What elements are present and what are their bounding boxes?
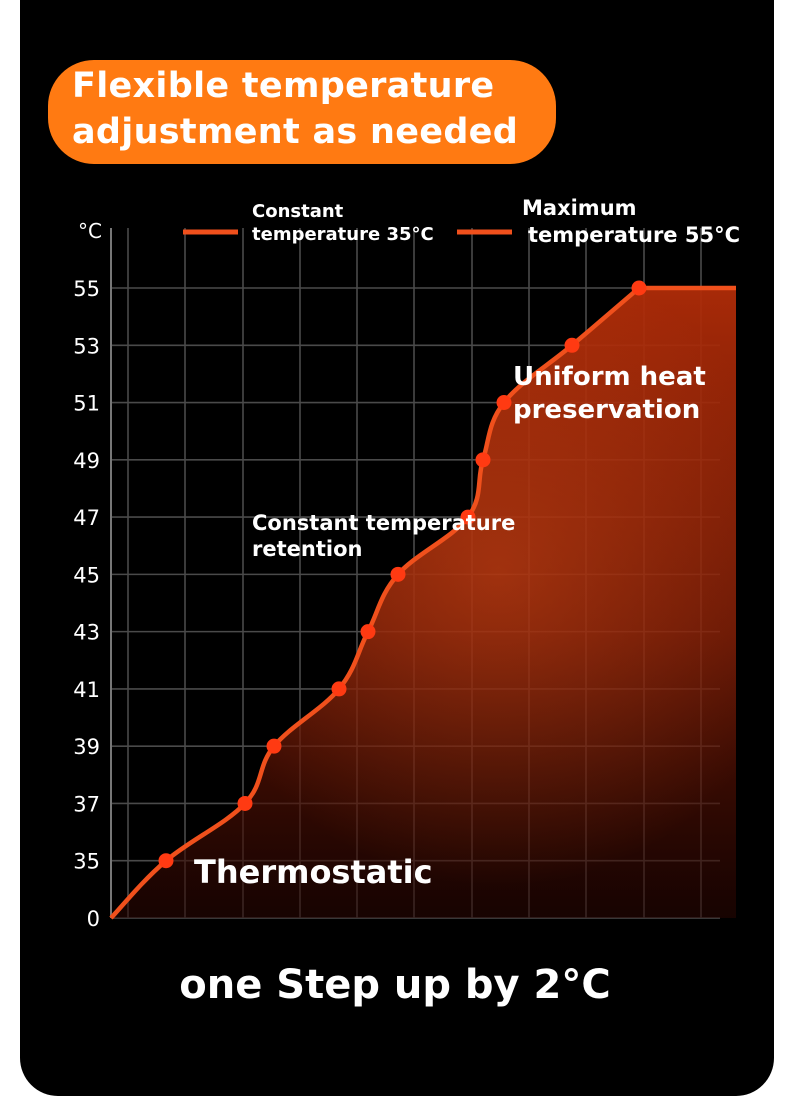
legend-label-line2: temperature 55°C [528, 223, 740, 248]
y-tick-label: 41 [73, 678, 100, 702]
data-point [237, 795, 253, 811]
y-tick-label: 35 [73, 850, 100, 874]
annotation-uniform-line2: preservation [513, 394, 701, 425]
y-tick-label: 55 [73, 277, 100, 301]
title-line-2: adjustment as needed [72, 112, 519, 152]
footer-caption: one Step up by 2°C [179, 962, 611, 1008]
data-point [158, 853, 174, 869]
y-tick-label: 51 [73, 392, 100, 416]
annotation-uniform-line1: Uniform heat [513, 362, 706, 392]
series-line [109, 285, 736, 920]
title-banner [48, 60, 556, 164]
annotation-retention-line2: retention [252, 537, 363, 562]
annotation-retention: Constant temperature retention [252, 510, 515, 563]
data-point [266, 738, 282, 754]
y-tick-label: 47 [73, 506, 100, 530]
legend-item-maximum: Maximum temperature 55°C [522, 195, 740, 250]
data-point [475, 452, 491, 468]
data-point [390, 566, 406, 582]
y-axis-unit: °C [78, 219, 102, 243]
data-point [331, 681, 347, 697]
data-point [631, 280, 647, 296]
y-tick-label: 53 [73, 334, 100, 358]
y-tick-label: 0 [87, 907, 100, 931]
title-line-1: Flexible temperature [72, 66, 495, 106]
y-tick-label: 37 [73, 792, 100, 816]
legend-label-line1: Maximum [522, 196, 637, 220]
annotation-uniform: Uniform heat preservation [513, 361, 706, 426]
y-tick-label: 39 [73, 735, 100, 759]
data-point [496, 395, 512, 411]
y-tick-label: 45 [73, 563, 100, 587]
y-tick-label: 49 [73, 449, 100, 473]
legend-label-line1: Constant [252, 201, 344, 222]
y-tick-label: 43 [73, 621, 100, 645]
legend-item-constant: Constant temperature 35°C [252, 200, 434, 247]
legend-label-line2: temperature 35°C [252, 224, 434, 246]
data-point [360, 624, 376, 640]
annotation-thermostatic: Thermostatic [194, 853, 433, 891]
annotation-retention-line1: Constant temperature [252, 511, 516, 535]
data-point [564, 337, 580, 353]
data-point [460, 509, 476, 525]
